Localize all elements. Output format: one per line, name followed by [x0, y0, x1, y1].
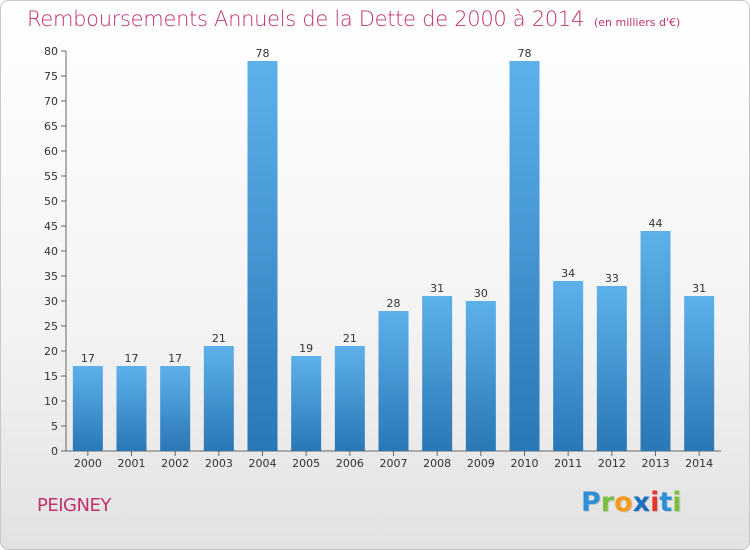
proxiti-logo: Proxiti [581, 487, 682, 518]
y-tick-label: 45 [44, 220, 58, 233]
data-label: 28 [387, 297, 401, 310]
x-tick-label: 2002 [161, 457, 189, 470]
x-tick-label: 2007 [380, 457, 408, 470]
data-label: 17 [125, 352, 139, 365]
bar-2010 [509, 61, 540, 451]
y-tick-label: 25 [44, 320, 58, 333]
y-tick-label: 30 [44, 295, 58, 308]
y-tick-label: 35 [44, 270, 58, 283]
x-tick-label: 2004 [249, 457, 277, 470]
data-label: 31 [692, 282, 706, 295]
chart-title: Remboursements Annuels de la Dette de 20… [27, 7, 680, 31]
x-tick-label: 2001 [118, 457, 146, 470]
y-tick-label: 55 [44, 170, 58, 183]
bar-2005 [291, 356, 322, 451]
bar-2004 [247, 61, 278, 451]
data-label: 30 [474, 287, 488, 300]
logo-letter: i [672, 487, 682, 518]
bar-2002 [160, 366, 191, 451]
logo-letter: o [614, 487, 633, 518]
y-tick-label: 65 [44, 120, 58, 133]
x-tick-label: 2010 [511, 457, 539, 470]
data-label: 17 [81, 352, 95, 365]
data-label: 44 [649, 217, 663, 230]
data-label: 33 [605, 272, 619, 285]
y-tick-label: 0 [51, 445, 58, 458]
bar-2006 [334, 346, 365, 451]
data-label: 21 [343, 332, 357, 345]
chart-bars: 17 17 17 21 78 19 21 28 31 30 78 34 33 44 31 [72, 47, 715, 451]
logo-letter: t [659, 487, 673, 518]
bar-2012 [596, 286, 627, 451]
y-tick-label: 10 [44, 395, 58, 408]
data-label: 78 [518, 47, 532, 60]
logo-letter: r [600, 487, 615, 518]
data-label: 17 [168, 352, 182, 365]
data-label: 21 [212, 332, 226, 345]
y-tick-label: 15 [44, 370, 58, 383]
data-label: 78 [256, 47, 270, 60]
x-tick-label: 2000 [74, 457, 102, 470]
bar-2007 [378, 311, 409, 451]
x-tick-label: 2012 [598, 457, 626, 470]
logo-letter: P [581, 487, 601, 518]
y-tick-label: 80 [44, 45, 58, 58]
y-tick-label: 75 [44, 70, 58, 83]
x-tick-label: 2014 [685, 457, 713, 470]
commune-name: PEIGNEY [37, 495, 111, 516]
bar-2009 [465, 301, 496, 451]
bar-2013 [640, 231, 671, 451]
x-tick-label: 2011 [554, 457, 582, 470]
data-label: 19 [299, 342, 313, 355]
bar-2003 [203, 346, 234, 451]
x-tick-label: 2009 [467, 457, 495, 470]
bar-2008 [422, 296, 453, 451]
chart-axes: 0 5 10 15 20 25 30 35 40 45 50 55 60 65 70 75 80 2000 2001… [44, 45, 721, 470]
x-tick-label: 2008 [423, 457, 451, 470]
y-tick-label: 70 [44, 95, 58, 108]
bar-2001 [116, 366, 147, 451]
chart-unit: (en milliers d'€) [594, 16, 681, 29]
bar-2011 [553, 281, 584, 451]
bar-2014 [684, 296, 715, 451]
x-tick-label: 2013 [642, 457, 670, 470]
x-tick-label: 2005 [292, 457, 320, 470]
data-label: 34 [561, 267, 575, 280]
x-tick-label: 2003 [205, 457, 233, 470]
y-tick-label: 50 [44, 195, 58, 208]
logo-letter: i [650, 487, 660, 518]
x-tick-label: 2006 [336, 457, 364, 470]
y-tick-label: 20 [44, 345, 58, 358]
logo-letter: x [632, 487, 651, 518]
y-tick-label: 60 [44, 145, 58, 158]
y-tick-label: 40 [44, 245, 58, 258]
chart-title-text: Remboursements Annuels de la Dette de 20… [27, 7, 584, 31]
bar-2000 [72, 366, 103, 451]
data-label: 31 [430, 282, 444, 295]
y-tick-label: 5 [51, 420, 58, 433]
